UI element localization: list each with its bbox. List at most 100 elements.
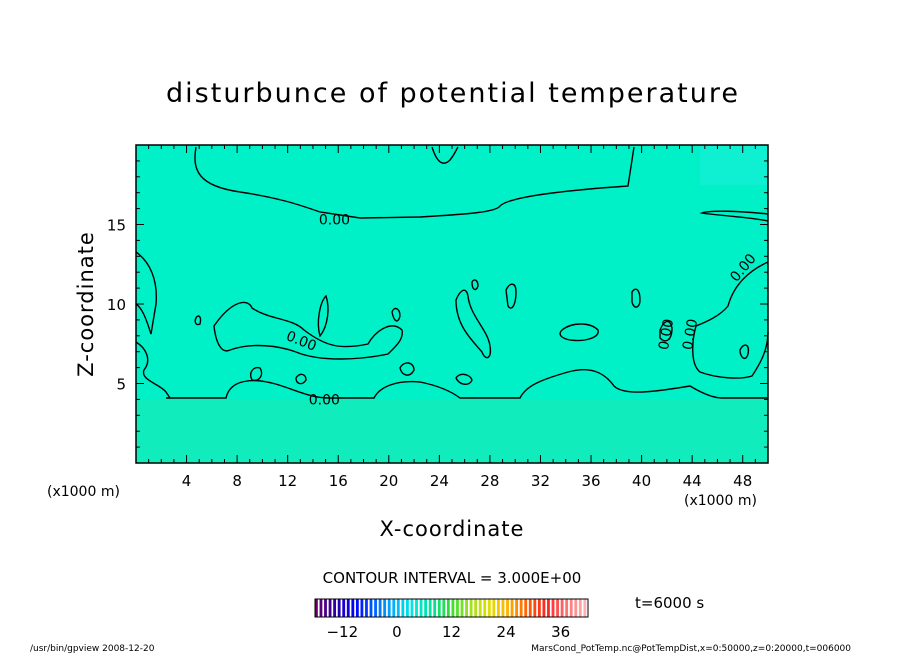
field-upper-band bbox=[700, 145, 768, 185]
contour-cell-j bbox=[391, 307, 401, 322]
colorbar-cell bbox=[369, 599, 373, 617]
colorbar-cell bbox=[410, 599, 414, 617]
colorbar-cell bbox=[515, 599, 519, 617]
colorbar-cell bbox=[392, 599, 396, 617]
colorbar-cell bbox=[551, 599, 555, 617]
contour-top-lobe bbox=[431, 146, 459, 164]
colorbar-cell bbox=[456, 599, 459, 617]
contour-label: 0.00 bbox=[319, 213, 350, 229]
colorbar-cell bbox=[324, 599, 327, 617]
chart-title: disturbunce of potential temperature bbox=[166, 78, 740, 109]
contour-lower-band bbox=[166, 368, 768, 399]
colorbar-cell bbox=[560, 599, 564, 617]
zero-contours bbox=[135, 146, 769, 399]
colorbar-cell bbox=[497, 599, 500, 617]
colorbar-cell bbox=[319, 599, 323, 617]
colorbar-cell bbox=[406, 599, 409, 617]
x-tick-label: 44 bbox=[683, 472, 702, 490]
x-tick-label: 8 bbox=[232, 472, 242, 490]
x-tick-label: 32 bbox=[531, 472, 550, 490]
contour-cell-n bbox=[739, 344, 750, 360]
y-tick-label: 10 bbox=[107, 296, 126, 314]
colorbar-cell bbox=[474, 599, 478, 617]
contour-cell-h bbox=[455, 373, 473, 385]
colorbar-cell bbox=[374, 599, 377, 617]
colorbar: −12 0 12 24 36 bbox=[314, 598, 589, 641]
contour-cell-e bbox=[631, 288, 641, 308]
colorbar-cell bbox=[501, 599, 505, 617]
colorbar-cell bbox=[556, 599, 559, 617]
colorbar-cell bbox=[487, 599, 491, 617]
colorbar-cell bbox=[492, 599, 496, 617]
colorbar-cell bbox=[328, 599, 332, 617]
colorbar-cell bbox=[337, 599, 341, 617]
colorbar-cell bbox=[483, 599, 487, 617]
colorbar-tick-label: 36 bbox=[551, 623, 570, 641]
colorbar-cell bbox=[519, 599, 523, 617]
colorbar-cell bbox=[451, 599, 455, 617]
colorbar-cell bbox=[583, 599, 587, 617]
colorbar-cell bbox=[383, 599, 387, 617]
colorbar-cell bbox=[428, 599, 432, 617]
colorbar-tick-label: 24 bbox=[497, 623, 516, 641]
contour-cell-l bbox=[659, 320, 673, 342]
colorbar-cell bbox=[360, 599, 364, 617]
colorbar-cells bbox=[315, 599, 587, 617]
x-tick-label: 24 bbox=[430, 472, 449, 490]
colorbar-cell bbox=[533, 599, 537, 617]
x-tick-label: 40 bbox=[632, 472, 651, 490]
colorbar-tick-label: 0 bbox=[392, 623, 402, 641]
time-label: t=6000 s bbox=[635, 594, 704, 612]
contour-right-upper bbox=[699, 210, 769, 222]
colorbar-cell bbox=[465, 599, 468, 617]
contour-cell-c bbox=[455, 289, 492, 359]
colorbar-cell bbox=[578, 599, 582, 617]
colorbar-cell bbox=[478, 599, 482, 617]
colorbar-cell bbox=[510, 599, 514, 617]
colorbar-cell bbox=[565, 599, 569, 617]
contour-cell-b bbox=[250, 366, 263, 382]
colorbar-cell bbox=[346, 599, 350, 617]
colorbar-cell bbox=[415, 599, 418, 617]
x-unit-right: (x1000 m) bbox=[684, 493, 757, 509]
contour-cell-f bbox=[559, 323, 599, 342]
x-tick-label: 36 bbox=[581, 472, 600, 490]
colorbar-cell bbox=[342, 599, 346, 617]
contour-cell-i bbox=[399, 362, 415, 376]
colorbar-cell bbox=[442, 599, 446, 617]
colorbar-cell bbox=[355, 599, 359, 617]
x-tick-label: 28 bbox=[480, 472, 499, 490]
field-lower-band bbox=[136, 400, 768, 463]
colorbar-cell bbox=[315, 599, 318, 617]
contour-label: 0.00 bbox=[680, 318, 701, 351]
colorbar-cell bbox=[396, 599, 400, 617]
x-axis: 4 8 12 16 20 24 28 32 36 40 44 48 bbox=[148, 145, 756, 490]
contour-left-mid bbox=[135, 251, 157, 335]
colorbar-cell bbox=[528, 599, 532, 617]
contour-mid-band bbox=[213, 301, 403, 360]
colorbar-cell bbox=[387, 599, 391, 617]
footer-left: /usr/bin/gpview 2008-12-20 bbox=[30, 644, 155, 654]
y-axis: 5 10 15 bbox=[107, 160, 768, 448]
colorbar-cell bbox=[433, 599, 437, 617]
y-tick-label: 15 bbox=[107, 217, 126, 235]
contour-cell-k bbox=[194, 315, 202, 326]
contour-label: 0.00 bbox=[309, 392, 340, 408]
contour-left-low bbox=[135, 341, 171, 399]
colorbar-cell bbox=[547, 599, 550, 617]
colorbar-cell bbox=[574, 599, 578, 617]
y-axis-label: Z-coordinate bbox=[74, 231, 98, 377]
x-unit-left: (x1000 m) bbox=[47, 484, 120, 500]
plot-area: 0.000.000.000.000.000.00 bbox=[135, 144, 769, 464]
colorbar-tick-label: 12 bbox=[442, 623, 461, 641]
x-tick-label: 20 bbox=[379, 472, 398, 490]
contour-cell-d bbox=[505, 283, 517, 309]
colorbar-cell bbox=[351, 599, 355, 617]
x-tick-label: 16 bbox=[329, 472, 348, 490]
colorbar-ticks: −12 0 12 24 36 bbox=[326, 623, 570, 641]
colorbar-cell bbox=[469, 599, 473, 617]
colorbar-cell bbox=[446, 599, 450, 617]
colorbar-cell bbox=[524, 599, 528, 617]
contour-interval-text: CONTOUR INTERVAL = 3.000E+00 bbox=[323, 569, 582, 587]
